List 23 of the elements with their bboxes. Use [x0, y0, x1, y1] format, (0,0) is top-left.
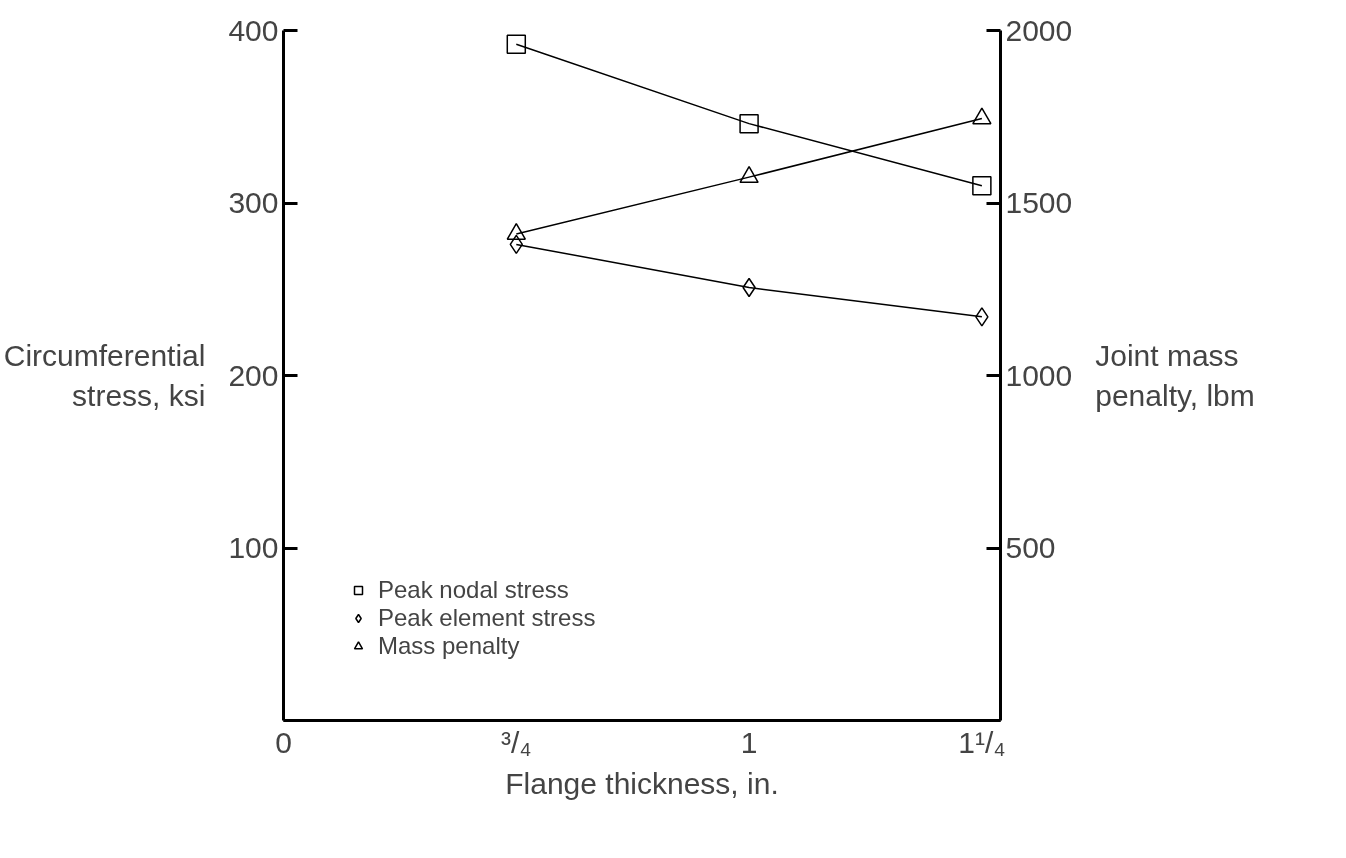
x-axis-title: Flange thickness, in. [505, 766, 779, 800]
point [739, 113, 759, 134]
point [975, 307, 989, 327]
x-tick-label: 1 [740, 725, 758, 759]
y2-tick-label: 500 [1005, 531, 1056, 564]
y-axis-title: Circumferential stress, ksi [3, 339, 206, 412]
y-tick-label: 400 [228, 13, 279, 47]
point [506, 34, 527, 55]
y-tick-label: 200 [228, 358, 279, 392]
y2-tick-label: 1000 [1005, 358, 1073, 392]
point [509, 234, 524, 255]
y2-axis-title: Joint mass penalty, lbm [1095, 339, 1255, 412]
y2-tick-label: 2000 [1005, 13, 1073, 47]
x-tick-label: ³/₄ [501, 725, 532, 759]
legend-label: Peak element stress [378, 604, 596, 632]
y-tick-label: 100 [228, 531, 279, 564]
x-tick-label: 0 [275, 725, 292, 759]
legend-label: Mass penalty [378, 632, 520, 660]
y2-tick-label: 1500 [1005, 186, 1073, 219]
x-tick-label: 1¹/₄ [958, 725, 1006, 759]
y-tick-label: 300 [228, 186, 279, 219]
point [972, 176, 992, 196]
legend-label: Peak nodal stress [378, 576, 569, 604]
